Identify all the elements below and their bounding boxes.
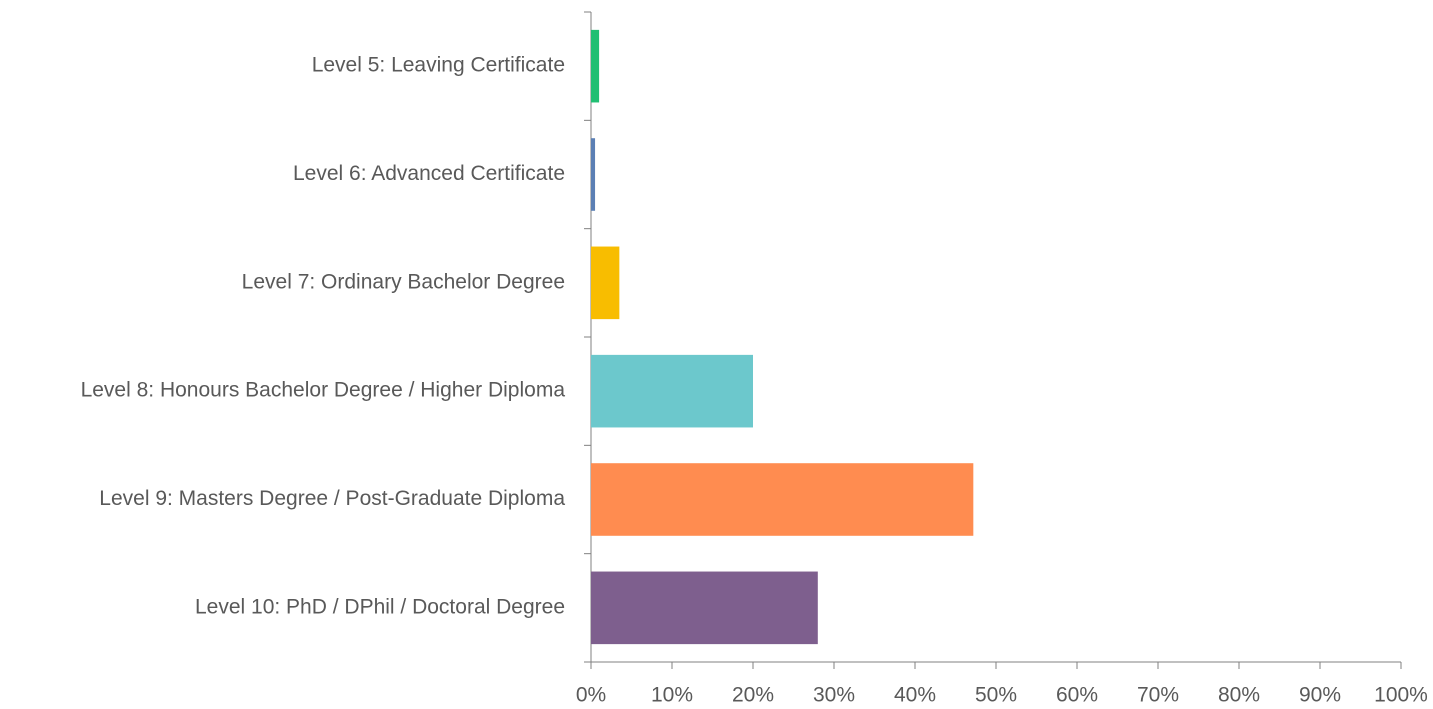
x-tick-label: 10% bbox=[651, 684, 693, 707]
bar bbox=[591, 571, 818, 645]
bar bbox=[591, 354, 753, 428]
bar bbox=[591, 463, 974, 536]
x-tick-label: 80% bbox=[1218, 684, 1260, 707]
x-tick-label: 20% bbox=[732, 684, 774, 707]
bar bbox=[591, 246, 620, 320]
y-tick-label: Level 5: Leaving Certificate bbox=[312, 54, 565, 77]
x-tick-label: 30% bbox=[813, 684, 855, 707]
y-tick-label: Level 9: Masters Degree / Post-Graduate … bbox=[99, 487, 565, 510]
y-tick-label: Level 7: Ordinary Bachelor Degree bbox=[242, 270, 565, 293]
x-tick-label: 40% bbox=[894, 684, 936, 707]
x-tick-label: 50% bbox=[975, 684, 1017, 707]
y-tick-label: Level 10: PhD / DPhil / Doctoral Degree bbox=[195, 595, 565, 618]
x-tick-label: 60% bbox=[1056, 684, 1098, 707]
x-tick-label: 0% bbox=[576, 684, 606, 707]
bar bbox=[591, 29, 600, 103]
x-tick-label: 100% bbox=[1374, 684, 1428, 707]
x-tick-label: 70% bbox=[1137, 684, 1179, 707]
bar bbox=[591, 138, 596, 211]
y-tick-label: Level 6: Advanced Certificate bbox=[293, 162, 565, 185]
x-tick-label: 90% bbox=[1299, 684, 1341, 707]
y-tick-label: Level 8: Honours Bachelor Degree / Highe… bbox=[81, 379, 566, 402]
